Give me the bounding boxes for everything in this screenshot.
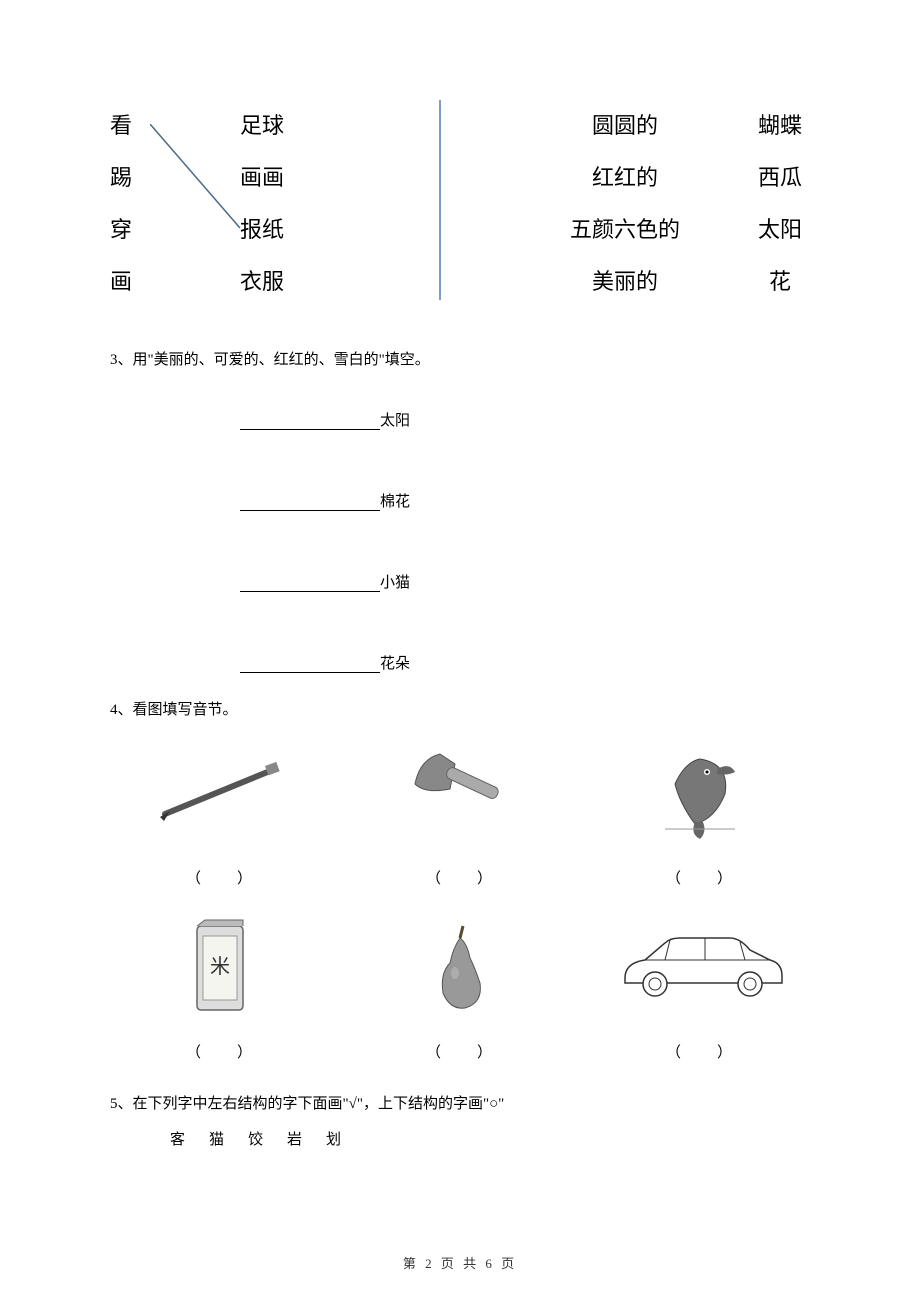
- fill-word: 小猫: [380, 575, 410, 591]
- pencil-icon: [130, 739, 310, 849]
- match-col-right-1: 足球 画画 报纸 衣服: [240, 100, 320, 308]
- fill-blank-row: 小猫: [240, 571, 810, 592]
- pic-cell: （ ）: [130, 739, 310, 888]
- svg-text:米: 米: [210, 955, 230, 978]
- paren-answer[interactable]: （ ）: [130, 1041, 310, 1062]
- blank-line[interactable]: [240, 657, 380, 673]
- q3-heading: 3、用"美丽的、可爱的、红红的、雪白的"填空。: [110, 348, 810, 369]
- fill-blank-row: 棉花: [240, 490, 810, 511]
- match-item: 衣服: [240, 256, 320, 308]
- pic-cell: （ ）: [370, 739, 550, 888]
- match-item: 踢: [110, 152, 170, 204]
- fill-word: 棉花: [380, 494, 410, 510]
- match-item: 五颜六色的: [560, 204, 690, 256]
- matching-section: 看 踢 穿 画 足球 画画 报纸 衣服 圆圆的 红红的 五颜六色的 美丽的 蝴蝶…: [110, 100, 810, 308]
- match-item: 圆圆的: [560, 100, 690, 152]
- q5-heading: 5、在下列字中左右结构的字下面画"√"，上下结构的字画"○": [110, 1092, 810, 1113]
- blank-line[interactable]: [240, 576, 380, 592]
- match-item: 花: [750, 256, 810, 308]
- pic-cell: （ ）: [610, 739, 790, 888]
- match-item: 画: [110, 256, 170, 308]
- match-col-left-1: 看 踢 穿 画: [110, 100, 170, 308]
- fish-icon: [610, 739, 790, 849]
- paren-answer[interactable]: （ ）: [370, 867, 550, 888]
- axe-icon: [370, 739, 550, 849]
- match-item: 看: [110, 100, 170, 152]
- match-item: 画画: [240, 152, 320, 204]
- page-footer: 第 2 页 共 6 页: [0, 1253, 920, 1272]
- match-item: 蝴蝶: [750, 100, 810, 152]
- paren-answer[interactable]: （ ）: [370, 1041, 550, 1062]
- fill-word: 花朵: [380, 656, 410, 672]
- match-item: 红红的: [560, 152, 690, 204]
- rice-bag-icon: 米: [130, 913, 310, 1023]
- match-item: 美丽的: [560, 256, 690, 308]
- fill-blank-row: 花朵: [240, 652, 810, 673]
- fill-blank-row: 太阳: [240, 409, 810, 430]
- paren-answer[interactable]: （ ）: [130, 867, 310, 888]
- vertical-divider: [439, 100, 441, 300]
- paren-answer[interactable]: （ ）: [610, 867, 790, 888]
- match-item: 太阳: [750, 204, 810, 256]
- blank-line[interactable]: [240, 495, 380, 511]
- match-group-1: 看 踢 穿 画 足球 画画 报纸 衣服: [110, 100, 320, 308]
- match-item: 穿: [110, 204, 170, 256]
- pic-grid-row-2: 米 （ ） （ ）: [130, 913, 790, 1062]
- match-col-left-2: 圆圆的 红红的 五颜六色的 美丽的: [560, 100, 690, 308]
- pic-grid-row-1: （ ） （ ） （ ）: [130, 739, 790, 888]
- match-col-right-2: 蝴蝶 西瓜 太阳 花: [750, 100, 810, 308]
- pic-cell: （ ）: [370, 913, 550, 1062]
- match-item: 报纸: [240, 204, 320, 256]
- fill-word: 太阳: [380, 413, 410, 429]
- car-icon: [610, 913, 790, 1023]
- q4-heading: 4、看图填写音节。: [110, 698, 810, 719]
- pear-icon: [370, 913, 550, 1023]
- paren-answer[interactable]: （ ）: [610, 1041, 790, 1062]
- blank-line[interactable]: [240, 414, 380, 430]
- match-item: 西瓜: [750, 152, 810, 204]
- match-group-2: 圆圆的 红红的 五颜六色的 美丽的 蝴蝶 西瓜 太阳 花: [560, 100, 810, 308]
- pic-cell: （ ）: [610, 913, 790, 1062]
- pic-cell: 米 （ ）: [130, 913, 310, 1062]
- q5-chars: 客猫饺岩划: [170, 1128, 810, 1149]
- match-item: 足球: [240, 100, 320, 152]
